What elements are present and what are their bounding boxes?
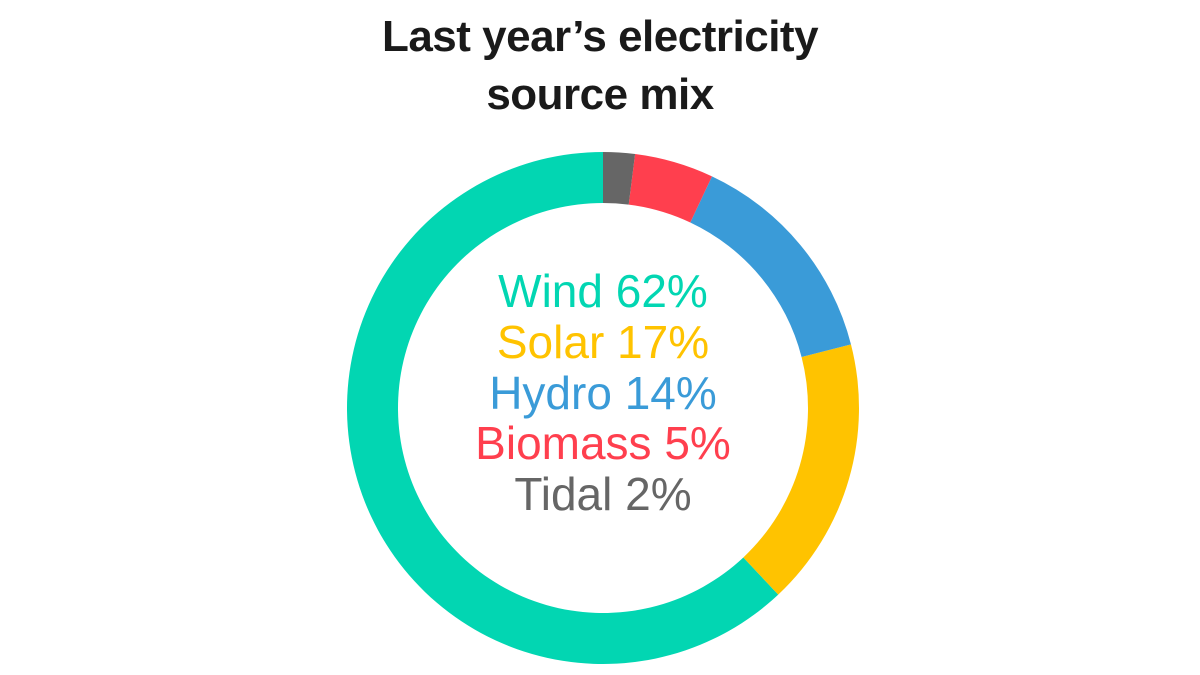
chart-title: Last year’s electricity source mix xyxy=(381,12,819,119)
segment-label: Wind 62% xyxy=(498,265,708,317)
title-box: Last year’s electricity source mix xyxy=(0,8,1200,124)
segment-name: Biomass xyxy=(475,417,651,469)
segment-value: 2% xyxy=(625,468,691,520)
donut-segment xyxy=(628,154,712,223)
segment-label: Hydro 14% xyxy=(489,367,717,419)
segment-value: 62% xyxy=(616,265,708,317)
donut-segment xyxy=(690,176,851,358)
segment-value: 14% xyxy=(625,367,717,419)
segment-value: 5% xyxy=(664,417,730,469)
segment-name: Solar xyxy=(497,316,604,368)
donut-segment xyxy=(347,152,779,664)
segment-label: Biomass 5% xyxy=(475,417,731,469)
segment-label: Tidal 2% xyxy=(514,468,691,520)
donut-segment xyxy=(603,152,636,205)
segment-name: Tidal xyxy=(514,468,612,520)
donut-segment xyxy=(743,344,859,595)
segment-label: Solar 17% xyxy=(497,316,709,368)
segment-name: Hydro xyxy=(489,367,612,419)
segment-value: 17% xyxy=(617,316,709,368)
segment-name: Wind xyxy=(498,265,603,317)
